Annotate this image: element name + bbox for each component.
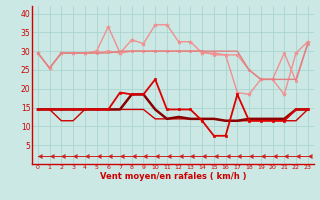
X-axis label: Vent moyen/en rafales ( km/h ): Vent moyen/en rafales ( km/h ) [100,172,246,181]
